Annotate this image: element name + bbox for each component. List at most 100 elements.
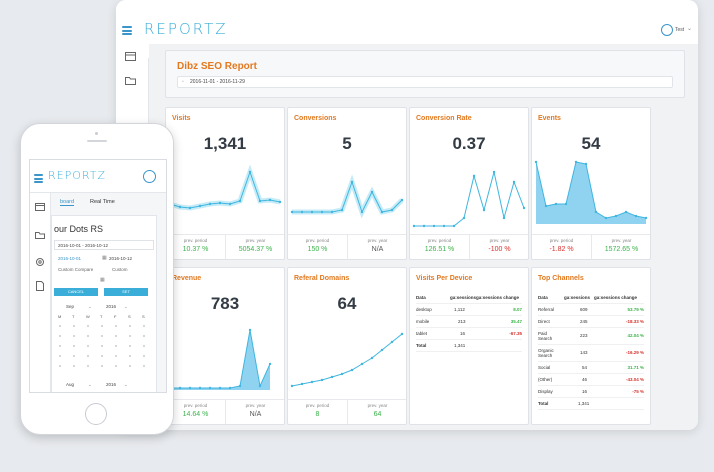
row-sessions: 245 xyxy=(580,319,588,324)
row-change: 53.79 % xyxy=(627,307,644,312)
row-change: -43.04 % xyxy=(625,377,644,382)
chevron-down-icon[interactable]: ⌄ xyxy=(687,26,693,32)
month-select[interactable]: Aug xyxy=(66,382,75,387)
set-button[interactable]: SET xyxy=(104,288,148,296)
phone-logo: REPORTZ xyxy=(48,169,106,182)
row-sessions: 1,341 xyxy=(454,343,466,348)
row-sessions: 46 xyxy=(582,377,588,382)
prev-year-value: N/A xyxy=(249,411,262,418)
folder-icon[interactable] xyxy=(125,76,136,85)
window-icon[interactable] xyxy=(35,203,45,211)
weekday: S xyxy=(142,314,145,319)
phone-content: board Real Time our Dots RS 2016-10-01 -… xyxy=(51,193,166,392)
row-sessions: 1,112 xyxy=(454,307,465,312)
row-change: 35.47 xyxy=(510,319,522,324)
card-events: Events 54 prev. period -1.82 % prev. year… xyxy=(531,107,651,260)
folder-icon[interactable] xyxy=(35,231,45,239)
dashboard-heading: our Dots RS xyxy=(54,224,104,234)
chevron-down-icon[interactable]: ⌄ xyxy=(124,304,128,309)
date-from[interactable]: 2016-10-01 xyxy=(58,256,82,261)
home-button[interactable] xyxy=(85,403,107,425)
compare-select[interactable]: Custom Compare xyxy=(58,267,94,272)
weekday: W xyxy=(86,314,90,319)
cancel-button[interactable]: CANCEL xyxy=(54,288,98,296)
prev-period-value: 10.37 % xyxy=(182,246,209,253)
table-row: (Other) 46 -43.04 % xyxy=(538,374,644,386)
device-table: Data ga:sessions ga:sessions change desk… xyxy=(416,292,522,352)
row-name: Display xyxy=(538,389,553,394)
year-select[interactable]: 2016 xyxy=(106,304,117,309)
date-range-field[interactable]: 2016-10-01 - 2016-10-12 xyxy=(54,240,154,250)
row-sessions: 213 xyxy=(458,319,466,324)
row-name: Total xyxy=(416,343,427,348)
table-row: Social 54 31.71 % xyxy=(538,362,644,374)
date-picker-panel: our Dots RS 2016-10-01 - 2016-10-12 2016… xyxy=(51,215,157,392)
tab-dashboard[interactable]: board xyxy=(60,199,75,206)
menu-icon[interactable] xyxy=(122,26,132,35)
card-visits-per-device: Visits Per Device Data ga:sessions ga:se… xyxy=(409,267,529,425)
calendar-grid[interactable] xyxy=(58,324,152,374)
card-value: 54 xyxy=(581,134,601,153)
row-name: Total xyxy=(538,401,549,406)
date-range-field[interactable]: ▫ 2016-11-01 - 2016-11-29 xyxy=(177,76,673,88)
card-footer: prev. period 10.37 % prev. year 5054.37 % xyxy=(166,234,284,259)
row-change: -16.29 % xyxy=(625,350,644,355)
phone-header: REPORTZ xyxy=(30,160,166,193)
chevron-down-icon[interactable]: ⌄ xyxy=(124,382,128,387)
row-sessions: 223 xyxy=(580,333,588,338)
card-footer: prev. period 126.51 % prev. year -100 % xyxy=(410,234,528,259)
window-icon[interactable] xyxy=(125,52,136,61)
gear-icon[interactable] xyxy=(35,257,45,267)
menu-icon[interactable] xyxy=(34,174,43,183)
prev-period-value: 150 % xyxy=(307,246,328,253)
document-icon[interactable] xyxy=(36,281,44,291)
row-name: Referral xyxy=(538,307,555,312)
desktop-window: REPORTZ Test ⌄ Dibz SEO Report ▫ 2016-11… xyxy=(116,0,698,430)
card-footer: prev. period 8 prev. year 64 xyxy=(288,399,406,424)
date-to[interactable]: 2016-10-12 xyxy=(109,256,133,261)
row-sessions: 609 xyxy=(580,307,588,312)
card-value: 1,341 xyxy=(203,134,247,153)
row-change: -67.35 xyxy=(509,331,522,336)
card-footer: prev. period 150 % prev. year N/A xyxy=(288,234,406,259)
prev-period-value: -1.82 % xyxy=(549,246,574,253)
tab-real-time[interactable]: Real Time xyxy=(90,199,115,205)
card-title: Visits Per Device xyxy=(416,275,473,282)
prev-period-value: 14.64 % xyxy=(182,411,209,418)
custom-select[interactable]: Custom xyxy=(112,267,128,272)
prev-year-label: prev. year xyxy=(245,403,266,408)
card-conversion-rate: Conversion Rate 0.37 prev. period 126.51 … xyxy=(409,107,529,260)
column-header: ga:sessions change xyxy=(476,295,520,300)
row-name: tablet xyxy=(416,331,428,336)
prev-year-label: prev. year xyxy=(367,238,388,243)
row-sessions: 54 xyxy=(582,365,588,370)
card-title: Events xyxy=(538,115,561,122)
row-name: Direct xyxy=(538,319,550,324)
month-select[interactable]: Sep xyxy=(66,304,75,309)
year-select[interactable]: 2016 xyxy=(106,382,117,387)
report-main: Dibz SEO Report ▫ 2016-11-01 - 2016-11-2… xyxy=(149,44,698,430)
phone-left-rail xyxy=(30,193,51,392)
table-header: Data ga:sessions ga:sessions change xyxy=(416,292,522,304)
prev-period-label: prev. period xyxy=(183,238,208,243)
globe-icon[interactable] xyxy=(661,24,673,36)
conversion-rate-sparkline xyxy=(412,170,526,228)
row-name: Paid Search xyxy=(538,331,553,341)
card-value: 64 xyxy=(337,294,357,313)
table-row: mobile 213 35.47 xyxy=(416,316,522,328)
user-name[interactable]: Test xyxy=(675,27,685,33)
prev-year-label: prev. year xyxy=(367,403,388,408)
row-name: (Other) xyxy=(538,377,553,382)
chevron-down-icon[interactable]: ⌄ xyxy=(88,304,92,309)
chevron-down-icon[interactable]: ⌄ xyxy=(88,382,92,387)
phone-speaker xyxy=(87,140,107,142)
phone-device: REPORTZ board Real Time our Dots RS 2016… xyxy=(20,123,174,435)
row-change: 42.04 % xyxy=(627,333,644,338)
card-title: Revenue xyxy=(172,275,202,282)
card-value: 5 xyxy=(342,134,352,153)
row-sessions: 16 xyxy=(460,331,466,336)
table-row: Organic Search 143 -16.29 % xyxy=(538,345,644,362)
card-title: Referal Domains xyxy=(294,275,350,282)
table-header: Data ga:sessions ga:sessions change xyxy=(538,292,644,304)
globe-icon[interactable] xyxy=(143,170,156,183)
